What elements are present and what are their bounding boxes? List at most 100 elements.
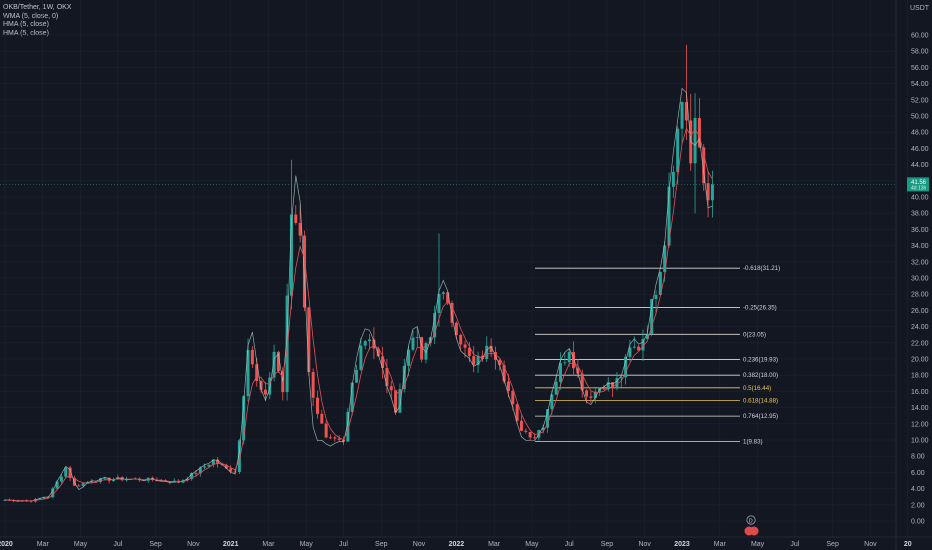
y-tick-label: 8.00	[911, 454, 925, 461]
candle-body	[593, 391, 597, 398]
x-tick-label: Sep	[149, 541, 162, 548]
last-price-tag: 41.56 4d 13h	[907, 177, 929, 192]
candle-body	[320, 413, 324, 424]
fib-level-label: -0.25(26.35)	[743, 305, 777, 312]
candle-body	[198, 467, 202, 474]
x-tick-label: Jul	[339, 541, 348, 548]
candle-body	[324, 423, 328, 438]
fibonacci-retracement: -0.618(31.21) -0.25(26.35) 0(23.05) 0.236(1…	[535, 265, 780, 445]
candle-body	[224, 464, 228, 469]
candle-body	[676, 128, 680, 172]
indicator-hma-1[interactable]: HMA (5, close)	[3, 21, 49, 29]
candle-body	[628, 347, 632, 357]
candle-body	[389, 386, 393, 391]
candle-body	[450, 302, 454, 323]
candle-body	[185, 478, 189, 481]
x-tick-label: May	[525, 541, 539, 548]
candle-body	[81, 483, 85, 486]
candle-body	[424, 343, 428, 360]
event-markers[interactable]: D	[744, 515, 759, 536]
candle-body	[654, 294, 658, 299]
currency-label: USDT	[910, 5, 930, 12]
candle-body	[363, 341, 367, 346]
x-tick-label: 2023	[674, 541, 690, 548]
x-tick-label: May	[300, 541, 314, 548]
x-tick-label: 2022	[449, 541, 465, 548]
x-tick-label: 2021	[223, 541, 239, 548]
moving-average-lines	[0, 87, 896, 502]
candle-body	[619, 377, 623, 379]
indicator-hma-2[interactable]: HMA (5, close)	[3, 29, 49, 37]
candle-body	[411, 337, 415, 350]
candle-body	[255, 364, 259, 382]
candle-body	[385, 367, 389, 387]
x-tick-label: Nov	[638, 541, 651, 548]
candle-body	[46, 497, 50, 498]
candle-body	[502, 365, 506, 382]
candle-body	[480, 355, 484, 359]
y-tick-label: 0.00	[911, 519, 925, 526]
candle-body	[554, 381, 558, 395]
candle-body	[589, 396, 593, 398]
candle-body	[667, 186, 671, 246]
candle-body	[559, 363, 563, 382]
y-tick-label: 60.00	[911, 33, 929, 40]
candle-body	[368, 339, 372, 342]
fib-level-label: 0.382(18.00)	[743, 372, 778, 379]
candle-body	[476, 355, 480, 365]
x-tick-label: Jul	[790, 541, 799, 548]
candle-body	[459, 334, 463, 345]
candle-body	[567, 352, 571, 363]
y-tick-label: 56.00	[911, 65, 929, 72]
candle-body	[472, 356, 476, 365]
y-tick-label: 24.00	[911, 324, 929, 331]
candle-body	[658, 271, 662, 295]
candle-body	[272, 351, 276, 378]
x-tick-label: May	[751, 541, 765, 548]
candle-body	[684, 102, 688, 121]
y-tick-label: 44.00	[911, 162, 929, 169]
dividends-icon	[749, 526, 759, 536]
candle-body	[702, 147, 706, 184]
candle-body	[381, 356, 385, 368]
candle-body	[42, 497, 46, 499]
y-tick-label: 48.00	[911, 130, 929, 137]
candle-body	[55, 481, 59, 489]
x-tick-label: Sep	[601, 541, 614, 548]
x-tick-label: Nov	[187, 541, 200, 548]
candle-body	[441, 292, 445, 295]
x-tick-label: Sep	[375, 541, 388, 548]
candle-body	[376, 348, 380, 357]
symbol-line[interactable]: OKB/Tether, 1W, OKX	[3, 4, 72, 11]
y-tick-label: 52.00	[911, 97, 929, 104]
x-tick-label: May	[74, 541, 88, 548]
candle-body	[103, 477, 107, 479]
y-tick-label: 12.00	[911, 421, 929, 428]
candle-body	[59, 476, 63, 482]
candle-body	[268, 377, 272, 395]
candle-body	[107, 477, 111, 481]
x-tick-label: Jul	[113, 541, 122, 548]
candle-body	[307, 307, 311, 373]
x-tick-label: Sep	[826, 541, 839, 548]
last-price-value: 41.56	[911, 180, 927, 186]
candlestick-series	[3, 44, 714, 503]
event-marker-d: D	[749, 519, 753, 525]
candle-body	[276, 351, 280, 372]
y-tick-label: 36.00	[911, 227, 929, 234]
candle-body	[311, 372, 315, 398]
fib-level-label: 0(23.05)	[743, 331, 766, 338]
candle-body	[624, 356, 628, 378]
candle-body	[489, 345, 493, 353]
candle-body	[515, 404, 519, 421]
candle-body	[398, 389, 402, 413]
candle-body	[168, 481, 172, 483]
candle-body	[207, 464, 211, 467]
y-tick-label: 6.00	[911, 470, 925, 477]
y-tick-label: 14.00	[911, 405, 929, 412]
indicator-wma[interactable]: WMA (5, close, 0)	[3, 12, 59, 20]
candle-body	[697, 117, 701, 148]
chart-legend: OKB/Tether, 1W, OKX WMA (5, close, 0) HM…	[3, 4, 71, 38]
